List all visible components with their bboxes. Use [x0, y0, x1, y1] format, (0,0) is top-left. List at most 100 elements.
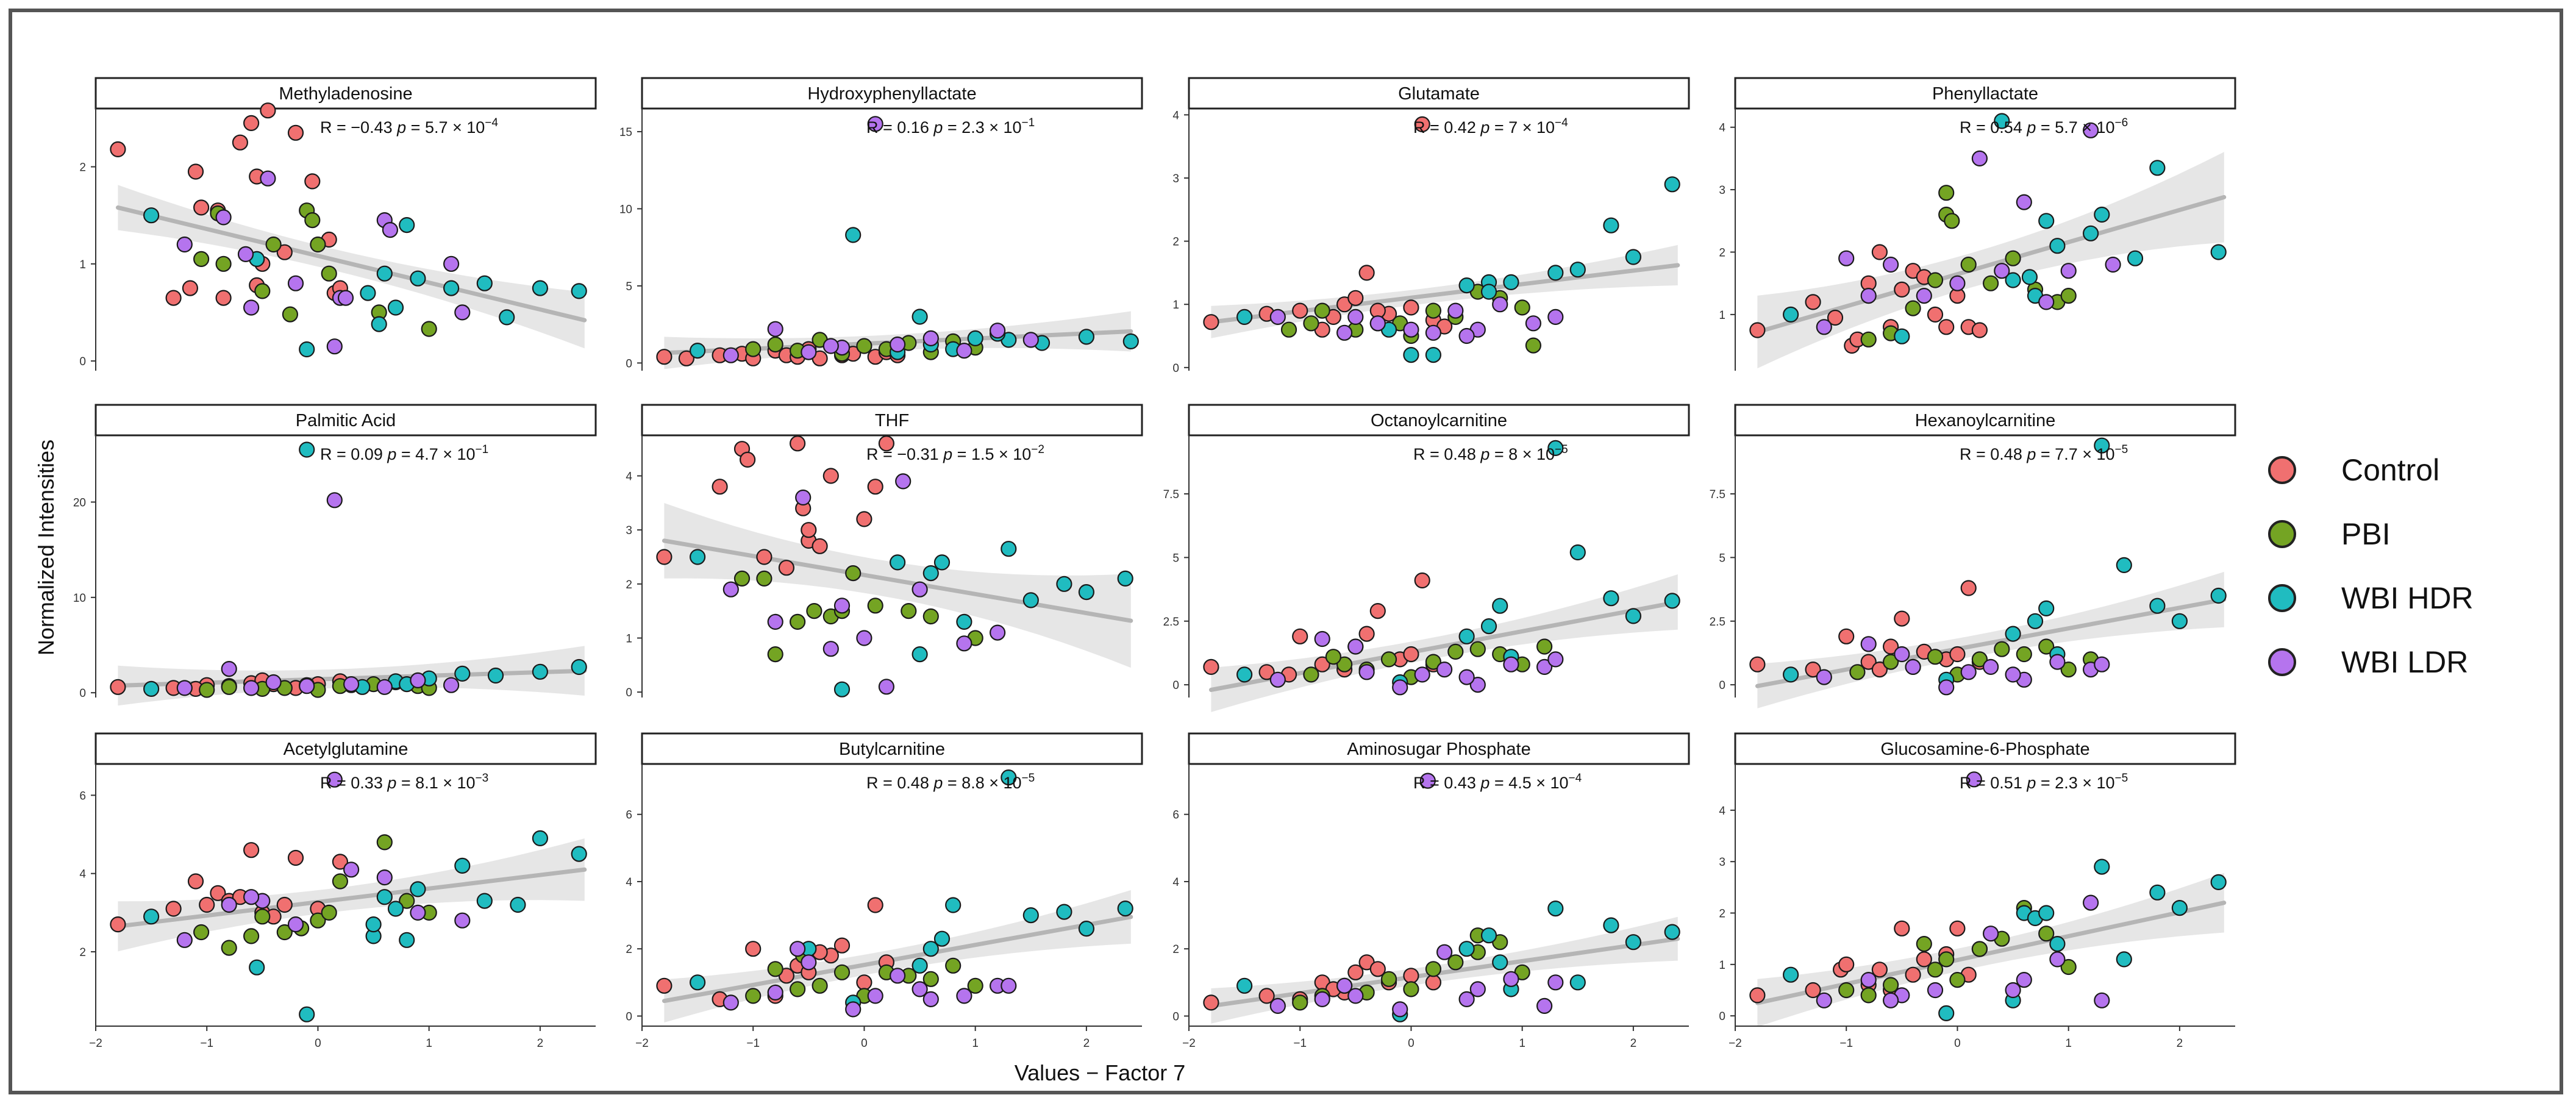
- data-point-wbi-hdr: [1603, 917, 1619, 933]
- p-symbol: p: [387, 774, 396, 792]
- y-tick-label: 2: [1719, 908, 1725, 921]
- data-point-pbi: [1425, 654, 1441, 670]
- data-point-pbi: [1938, 185, 1955, 201]
- y-tick-label: 5: [626, 280, 632, 293]
- data-point-pbi: [1325, 649, 1341, 665]
- data-point-wbi-hdr: [1547, 265, 1564, 281]
- p-symbol: p: [943, 445, 952, 463]
- correlation-annotation: R = 0.33 p = 8.1 × 10−3: [320, 772, 488, 792]
- p-exponent: −5: [1555, 443, 1568, 456]
- y-tick-label: 1: [1172, 299, 1179, 312]
- data-point-wbi-ldr: [822, 338, 839, 354]
- data-point-wbi-ldr: [176, 932, 193, 948]
- data-point-wbi-ldr: [922, 991, 939, 1008]
- y-tick-label: 0: [626, 1010, 632, 1023]
- data-point-wbi-ldr: [1269, 671, 1286, 688]
- facet-panel: Palmitic Acid 0 10 20 R = 0.09 p = 4.7 × 10−…: [73, 404, 597, 706]
- facet-title: Phenyllactate: [1932, 84, 2038, 104]
- data-point-wbi-ldr: [2038, 294, 2055, 310]
- data-point-control: [260, 102, 276, 119]
- y-tick-label: 0: [79, 687, 86, 700]
- data-point-wbi-ldr: [1358, 664, 1375, 680]
- data-point-control: [745, 941, 762, 957]
- data-point-wbi-hdr: [2094, 437, 2110, 454]
- p-mantissa: 2.3: [962, 118, 985, 137]
- p-exponent: −4: [1569, 772, 1582, 785]
- y-tick-label: 3: [1719, 856, 1725, 869]
- data-point-pbi: [789, 613, 806, 630]
- y-tick-label: 6: [626, 809, 632, 822]
- y-tick-label: 2: [626, 579, 632, 591]
- data-point-wbi-hdr: [143, 207, 160, 224]
- data-point-pbi: [756, 570, 772, 587]
- r-value: 0.42: [1444, 118, 1476, 137]
- data-point-wbi-hdr: [1480, 618, 1497, 635]
- r-value: 0.48: [1444, 445, 1476, 463]
- data-point-wbi-hdr: [499, 309, 515, 326]
- data-point-pbi: [867, 598, 883, 614]
- data-point-pbi: [376, 834, 393, 851]
- data-point-wbi-hdr: [299, 341, 315, 358]
- data-point-wbi-ldr: [2049, 654, 2066, 670]
- data-point-wbi-hdr: [2171, 613, 2188, 629]
- data-point-wbi-hdr: [1078, 329, 1095, 345]
- facet-title: THF: [875, 411, 909, 430]
- data-point-control: [856, 974, 872, 991]
- data-point-pbi: [321, 265, 337, 282]
- data-point-wbi-ldr: [767, 613, 783, 630]
- data-point-wbi-ldr: [410, 904, 426, 921]
- p-mantissa: 8: [1508, 445, 1518, 463]
- data-point-wbi-ldr: [1547, 974, 1564, 991]
- data-point-wbi-hdr: [967, 330, 983, 347]
- data-point-wbi-ldr: [1949, 275, 1966, 291]
- data-point-control: [856, 511, 872, 527]
- legend-key-control: [2268, 456, 2296, 484]
- data-point-control: [1894, 610, 1910, 627]
- data-point-wbi-hdr: [2038, 213, 2055, 229]
- p-base: × 10: [438, 774, 476, 792]
- data-point-wbi-hdr: [2149, 598, 2166, 614]
- data-point-pbi: [745, 341, 762, 357]
- data-point-wbi-ldr: [895, 473, 912, 490]
- legend-key-wbi-hdr: [2268, 584, 2296, 612]
- data-point-control: [1805, 982, 1821, 999]
- p-mantissa: 2.3: [2055, 774, 2078, 792]
- y-tick-label: 3: [626, 524, 632, 537]
- data-point-wbi-hdr: [1022, 907, 1039, 924]
- data-point-pbi: [310, 236, 326, 253]
- facet-title: Glutamate: [1398, 84, 1480, 104]
- confidence-band: [1757, 152, 2224, 369]
- data-point-wbi-hdr: [571, 658, 587, 676]
- r-prefix: R =: [1960, 774, 1990, 792]
- x-tick-label: −2: [89, 1037, 102, 1050]
- data-point-wbi-ldr: [299, 678, 315, 694]
- facet-title: Butylcarnitine: [839, 740, 945, 759]
- p-exponent: −4: [485, 116, 498, 129]
- p-exponent: −5: [2115, 772, 2128, 785]
- x-tick-label: 0: [1954, 1037, 1961, 1050]
- data-point-wbi-ldr: [260, 170, 276, 187]
- data-point-pbi: [1916, 935, 1932, 952]
- y-tick-label: 7.5: [1163, 488, 1179, 501]
- data-point-control: [1203, 314, 1219, 330]
- data-point-wbi-hdr: [2038, 600, 2055, 617]
- data-point-wbi-ldr: [845, 1001, 862, 1018]
- p-base: × 10: [985, 774, 1022, 792]
- data-point-wbi-ldr: [722, 581, 739, 598]
- facet-panel: Aminosugar Phosphate 0 2 4 6 −2 −1 0 1 2 R = 0.43 …: [1172, 732, 1690, 1050]
- data-point-wbi-ldr: [1419, 772, 1436, 789]
- data-point-wbi-hdr: [1403, 346, 1419, 363]
- data-point-wbi-hdr: [399, 932, 415, 948]
- data-point-control: [1292, 628, 1308, 644]
- data-point-pbi: [1927, 272, 1944, 288]
- regression-line: [1208, 937, 1680, 1008]
- data-point-pbi: [1380, 971, 1397, 987]
- data-point-wbi-ldr: [1966, 771, 1982, 788]
- y-tick-label: 4: [1719, 122, 1725, 135]
- data-point-wbi-hdr: [1458, 628, 1475, 644]
- data-point-wbi-hdr: [1492, 598, 1508, 614]
- data-point-wbi-ldr: [878, 679, 895, 695]
- data-point-wbi-hdr: [1236, 309, 1253, 325]
- data-point-wbi-hdr: [410, 270, 426, 287]
- data-point-pbi: [812, 977, 828, 994]
